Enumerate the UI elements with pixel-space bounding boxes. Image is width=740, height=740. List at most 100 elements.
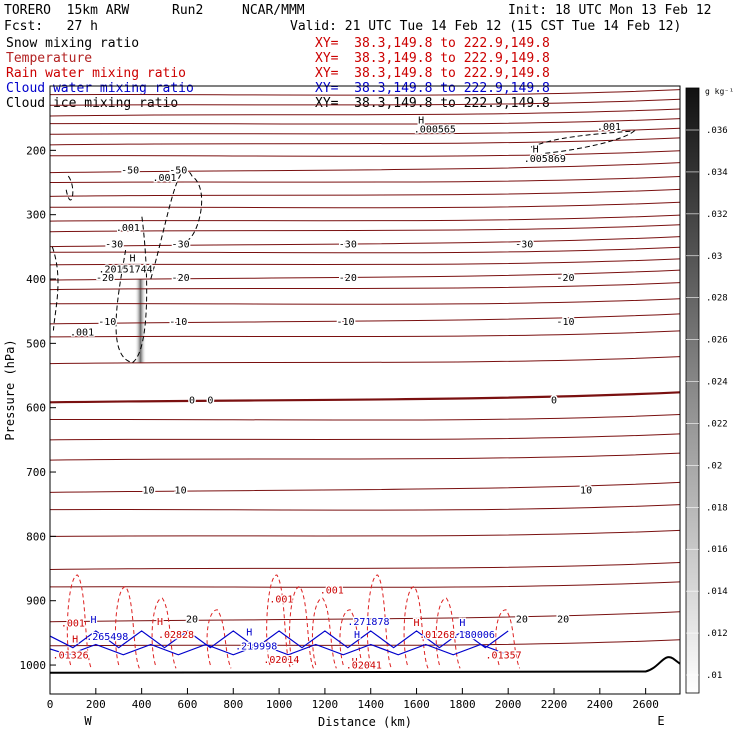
contour-value-label: .219998 (235, 642, 277, 653)
x-tick-label: 2000 (495, 698, 522, 711)
isotherm-label: 20 (516, 615, 528, 626)
terrain-line (49, 656, 681, 674)
isotherm-label: -10 (556, 317, 574, 328)
x-tick-label: 800 (223, 698, 243, 711)
colorbar-tick-label: .01 (706, 671, 722, 681)
isotherm-line (49, 137, 681, 146)
colorbar (685, 87, 700, 694)
rain-contour (311, 597, 337, 669)
contour-value-label: .02014 (263, 655, 299, 666)
rain-contour (114, 586, 140, 669)
run-label: Run2 (172, 3, 204, 18)
colorbar-tick-label: .028 (706, 294, 728, 304)
colorbar-tick-label: .036 (706, 126, 728, 136)
isotherm-line (49, 529, 681, 537)
colorbar-tick-label: .018 (706, 503, 728, 513)
contour-value-label: H (533, 144, 539, 155)
cloud-ice-contour (115, 214, 148, 364)
isotherm-label: -10 (98, 317, 116, 328)
isotherm-label: -50 (169, 166, 187, 177)
isotherm-label: 10 (580, 485, 592, 496)
y-tick-label: 200 (26, 144, 46, 157)
isotherm-line (49, 150, 681, 157)
isotherm-line (49, 452, 681, 461)
isotherm-line (49, 224, 681, 233)
isotherm-label: 10 (175, 485, 187, 496)
isotherm-label: -30 (339, 240, 357, 251)
contour-value-label: H (459, 618, 465, 629)
rain-contour (266, 574, 292, 669)
y-tick-label: 900 (26, 595, 46, 608)
isotherm-line (49, 246, 681, 254)
cloud-water-contour (49, 630, 509, 649)
contour-value-label: .01357 (486, 651, 522, 662)
isotherm-line (49, 188, 681, 197)
isotherm-label: -50 (121, 166, 139, 177)
isotherm-line (49, 118, 681, 125)
contour-value-label: .265498 (86, 632, 128, 643)
isotherm-line (49, 258, 681, 266)
isotherm--50 (49, 162, 681, 174)
contour-value-label: .02828 (158, 630, 194, 641)
colorbar-tick-label: .03 (706, 252, 722, 262)
x-tick-label: 2600 (632, 698, 659, 711)
x-tick-label: 2200 (541, 698, 568, 711)
field-xy-rain: XY= 38.3,149.8 to 222.9,149.8 (315, 66, 550, 81)
isotherm-10 (49, 481, 681, 493)
contour-value-label: H (129, 254, 135, 265)
isotherm--30 (49, 236, 681, 248)
x-tick-label: 400 (132, 698, 152, 711)
contour-value-label: H (91, 615, 97, 626)
contour-value-label: .001 (61, 618, 85, 629)
x-axis-label: Distance (km) (318, 715, 412, 729)
field-name-cloud-ice: Cloud ice mixing ratio (6, 96, 179, 111)
isotherm-line (49, 562, 681, 571)
field-name-temperature: Temperature (6, 51, 93, 66)
contour-value-label: .001 (70, 328, 94, 339)
east-end-label: E (657, 714, 664, 728)
x-tick-label: 1400 (357, 698, 384, 711)
isotherm-label: -10 (169, 317, 187, 328)
cloud-ice-contour (65, 175, 74, 201)
colorbar-tick-label: .012 (706, 629, 728, 639)
colorbar-tick-label: .022 (706, 419, 728, 429)
isotherm-label: -20 (339, 273, 357, 284)
rain-contour (339, 609, 365, 669)
x-tick-label: 600 (178, 698, 198, 711)
field-xy-snow: XY= 38.3,149.8 to 222.9,149.8 (315, 36, 550, 51)
contour-value-label: .01326 (53, 651, 89, 662)
isotherm-label: 20 (186, 615, 198, 626)
field-xy-temperature: XY= 38.3,149.8 to 222.9,149.8 (315, 51, 550, 66)
x-tick-label: 1800 (449, 698, 476, 711)
y-tick-label: 300 (26, 209, 46, 222)
contour-value-label: H (418, 115, 424, 126)
x-tick-label: 2400 (587, 698, 614, 711)
org-label: NCAR/MMM (242, 3, 305, 18)
rain-contour (495, 609, 521, 669)
isotherm-label: 20 (557, 615, 569, 626)
rain-contour (289, 586, 314, 669)
isotherm-0 (49, 391, 681, 404)
contour-value-label: .02041 (346, 660, 382, 671)
colorbar-tick-label: .02 (706, 461, 722, 471)
cloud-ice-contour (530, 130, 636, 155)
y-tick-label: 800 (26, 530, 46, 543)
rain-contour (366, 574, 392, 669)
colorbar-tick-label: .024 (706, 378, 728, 388)
isotherm--20 (49, 269, 681, 281)
isotherm-line (49, 89, 681, 96)
colorbar-unit: g kg⁻¹ (705, 87, 734, 96)
contour-value-label: .001 (320, 586, 344, 597)
isotherm-line (49, 214, 681, 222)
contour-value-label: .000565 (414, 124, 456, 135)
colorbar-tick-label: .016 (706, 545, 728, 555)
isotherm-label: 0 (189, 395, 195, 406)
colorbar-tick-label: .026 (706, 336, 728, 346)
isotherm-label: 0 (551, 395, 557, 406)
isotherm-line (49, 176, 681, 184)
y-tick-label: 400 (26, 273, 46, 286)
isotherm-label: -20 (172, 273, 190, 284)
isotherm-line (49, 581, 681, 588)
contour-value-label: .01268 (419, 630, 455, 641)
